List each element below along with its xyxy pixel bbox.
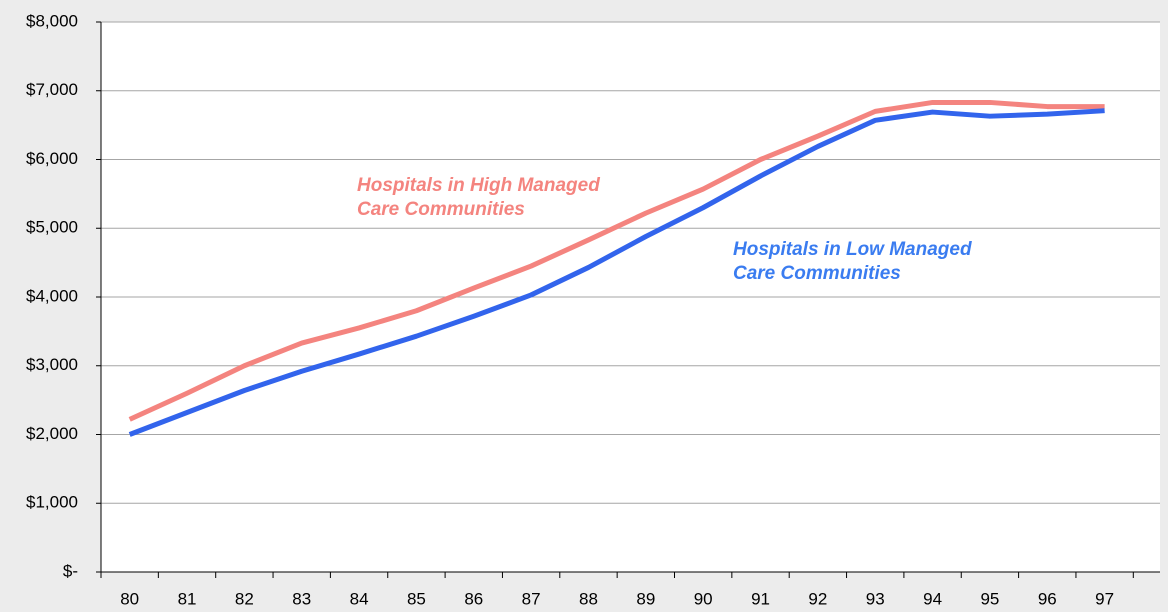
series-line <box>128 108 1105 437</box>
x-tick-label: 81 <box>178 589 197 608</box>
x-tick-label: 88 <box>579 589 598 608</box>
y-tick-label: $- <box>63 561 78 580</box>
x-tick-label: 91 <box>751 589 770 608</box>
x-tick-label: 82 <box>235 589 254 608</box>
y-tick-label: $1,000 <box>26 493 78 512</box>
x-tick-label: 92 <box>808 589 827 608</box>
x-tick-label: 89 <box>636 589 655 608</box>
annotation: Care Communities <box>357 199 525 220</box>
annotation: Hospitals in Low Managed <box>733 239 972 260</box>
x-tick-label: 80 <box>120 589 139 608</box>
y-tick-label: $2,000 <box>26 424 78 443</box>
y-tick-label: $6,000 <box>26 149 78 168</box>
x-tick-label: 86 <box>464 589 483 608</box>
annotation: Care Communities <box>733 263 901 284</box>
y-tick-label: $4,000 <box>26 286 78 305</box>
x-tick-label: 94 <box>923 589 942 608</box>
y-tick-label: $8,000 <box>26 11 78 30</box>
x-tick-label: 95 <box>980 589 999 608</box>
x-tick-label: 83 <box>292 589 311 608</box>
x-tick-label: 87 <box>522 589 541 608</box>
y-tick-label: $5,000 <box>26 218 78 237</box>
x-tick-label: 90 <box>694 589 713 608</box>
x-tick-label: 96 <box>1038 589 1057 608</box>
x-tick-label: 93 <box>866 589 885 608</box>
x-tick-label: 97 <box>1095 589 1114 608</box>
series-line <box>128 99 1105 422</box>
annotation: Hospitals in High Managed <box>357 175 600 196</box>
y-tick-label: $3,000 <box>26 355 78 374</box>
x-tick-label: 84 <box>350 589 369 608</box>
x-tick-label: 85 <box>407 589 426 608</box>
y-tick-label: $7,000 <box>26 80 78 99</box>
